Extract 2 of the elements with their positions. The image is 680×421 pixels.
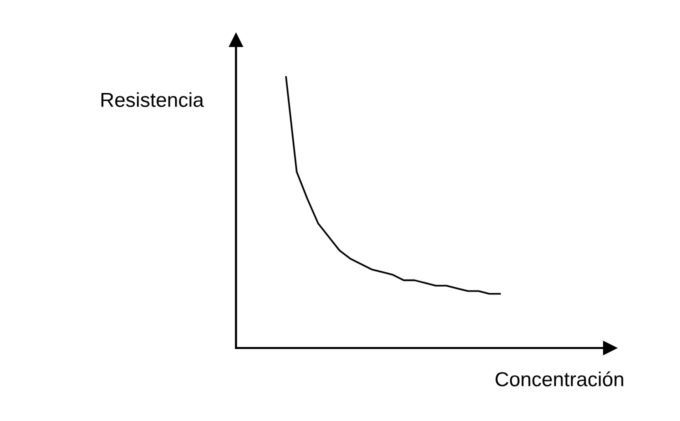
y-axis-title: Resistencia — [101, 92, 204, 108]
x-axis-title: Concentración — [496, 371, 624, 386]
